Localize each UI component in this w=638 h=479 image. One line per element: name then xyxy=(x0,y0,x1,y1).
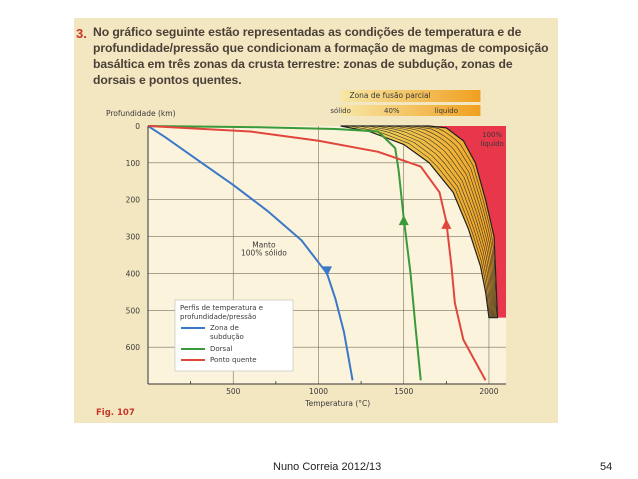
page-number: 54 xyxy=(600,461,613,473)
melt-contour xyxy=(358,125,491,318)
melt-contour xyxy=(402,125,496,318)
x-tick-label: 500 xyxy=(226,387,241,396)
legend-label: Zona de xyxy=(210,324,239,332)
legend-label: Ponto quente xyxy=(210,356,257,364)
y-tick-label: 0 xyxy=(135,122,140,131)
series-line xyxy=(147,125,487,381)
series-arrow xyxy=(441,218,452,229)
liquid-label-text: líquido xyxy=(480,140,503,148)
series-arrow xyxy=(398,215,409,226)
melt-scale-solid: sólido xyxy=(330,107,351,115)
melt-contour xyxy=(367,125,492,318)
melt-contour xyxy=(393,125,495,318)
legend-label: Dorsal xyxy=(210,345,232,353)
figure-label: Fig. 107 xyxy=(96,408,135,418)
partial-melt-zone xyxy=(340,125,499,319)
x-tick-label: 1500 xyxy=(394,387,413,396)
mantle-label-solid: 100% sólido xyxy=(241,249,287,258)
liquid-label-percent: 100% xyxy=(482,131,502,139)
footer-author: Nuno Correia 2012/13 xyxy=(273,461,382,473)
x-tick-label: 1000 xyxy=(309,387,328,396)
melt-scale-liquid: líquido xyxy=(435,107,458,115)
melt-zone-scale-bar xyxy=(340,105,481,116)
liquid-zone xyxy=(429,126,506,318)
series-lines xyxy=(147,125,487,381)
melt-zone xyxy=(340,125,506,319)
x-tick-label: 2000 xyxy=(479,387,498,396)
x-axis-label: Temperatura (°C) xyxy=(304,399,370,408)
melt-contour xyxy=(384,125,494,318)
mantle-label: Manto xyxy=(252,241,276,250)
melt-contour xyxy=(376,125,493,318)
legend: Perfis de temperatura eprofundidade/pres… xyxy=(174,299,294,372)
y-tick-label: 400 xyxy=(126,269,141,278)
y-tick-label: 600 xyxy=(126,343,141,352)
y-axis-label: Profundidade (km) xyxy=(106,109,176,118)
y-tick-label: 300 xyxy=(126,233,141,242)
melt-contour xyxy=(420,125,497,318)
melt-zone-title: Zona de fusão parcial xyxy=(349,91,430,100)
y-tick-label: 500 xyxy=(126,306,141,315)
series-arrow xyxy=(322,266,332,277)
series-line xyxy=(147,125,354,381)
legend-label: subdução xyxy=(210,333,244,341)
question-number: 3. xyxy=(76,26,87,41)
legend-title: Perfis de temperatura e xyxy=(180,304,263,312)
melt-zone-header-bar xyxy=(340,90,481,102)
melt-contour xyxy=(411,125,497,318)
y-tick-label: 200 xyxy=(126,196,141,205)
axes: 0 100 200 300 400 500 600 500 1000 1500 2000 Profun… xyxy=(106,109,506,408)
melt-scale-40: 40% xyxy=(384,107,400,115)
legend-title: profundidade/pressão xyxy=(180,313,256,321)
y-tick-label: 100 xyxy=(126,159,141,168)
question-text: No gráfico seguinte estão representadas … xyxy=(93,25,549,87)
melt-contour xyxy=(349,125,491,318)
